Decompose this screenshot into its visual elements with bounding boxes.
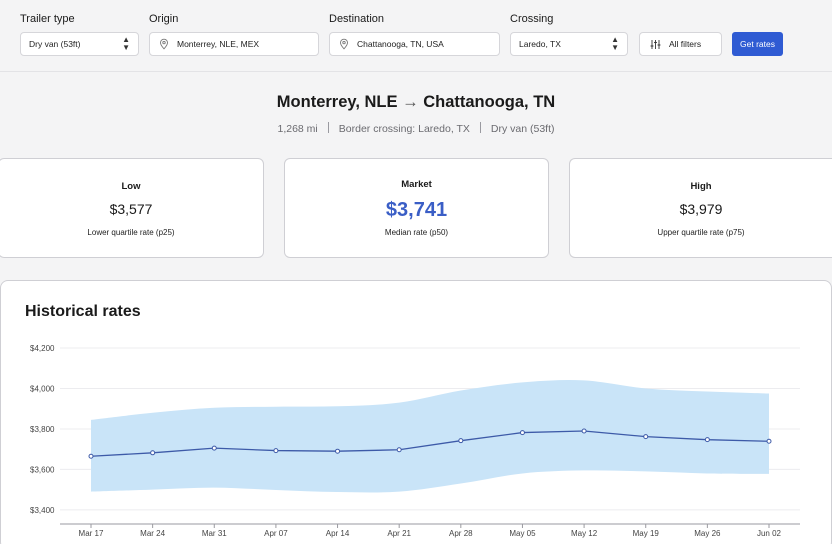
market-rate-value: $3,741 [385,199,448,221]
median-rate-point [335,448,341,454]
destination-value: Chattanooga, TN, USA [357,39,444,49]
y-tick-label: $4,000 [30,384,55,393]
origin-group: Origin [149,13,178,27]
route-trailer: Dry van (53ft) [490,123,555,135]
median-rate-point [643,434,649,440]
median-rate-line [90,430,770,457]
x-tick-label: May 05 [509,529,536,538]
x-tick-label: May 26 [694,529,721,538]
trailer-type-label: Trailer type [20,13,75,25]
crossing-group: Crossing [510,13,553,27]
historical-rates-chart: $4,200 $4,000 $3,800 $3,600 $3,400 Mar 17 Mar … [30,344,800,538]
route-meta: 1,268 mi Border crossing: Laredo, TX Dry v… [0,122,832,135]
interquartile-band [91,380,769,493]
low-rate-value: $3,577 [109,201,153,217]
x-tick-label: Mar 17 [79,529,104,538]
y-tick-label: $3,800 [30,425,55,434]
origin-value: Monterrey, NLE, MEX [177,39,260,49]
meta-divider [327,122,329,133]
high-rate-caption: Upper quartile rate (p75) [657,228,745,237]
median-rate-point [519,430,525,436]
median-rate-point [396,447,402,453]
trailer-type-value: Dry van (53ft) [29,39,81,49]
low-rate-title: Low [121,181,141,192]
crossing-value: Laredo, TX [519,39,561,49]
filter-bar: Trailer type Dry van (53ft) ▲ ▼ Origin Mo… [0,0,832,72]
destination-group: Destination [329,13,384,27]
all-filters-button[interactable]: All filters [639,32,722,56]
median-rate-point [766,438,772,444]
x-tick-label: Mar 24 [140,529,165,538]
destination-input[interactable]: Chattanooga, TN, USA [329,32,500,56]
crossing-select[interactable]: Laredo, TX ▲ ▼ [510,32,628,56]
market-rate-caption: Median rate (p50) [384,228,449,237]
x-tick-label: Apr 07 [264,529,288,538]
median-rate-point [704,437,710,443]
chevron-updown-icon: ▲ ▼ [611,35,619,52]
median-rate-point [581,428,587,434]
median-rate-point [88,453,94,459]
high-rate-title: High [690,181,712,192]
sliders-icon [650,39,661,49]
destination-label: Destination [329,13,385,25]
chevron-updown-icon: ▲ ▼ [122,35,130,52]
location-pin-icon [340,38,348,50]
route-origin: Monterrey, NLE [276,93,398,111]
low-rate-card: Low $3,577 Lower quartile rate (p25) [0,158,264,258]
x-tick-label: Apr 21 [387,529,411,538]
origin-input[interactable]: Monterrey, NLE, MEX [149,32,319,56]
x-tick-label: Jun 02 [757,529,782,538]
route-title: Monterrey, NLE → Chattanooga, TN [0,93,832,112]
get-rates-button[interactable]: Get rates [732,32,783,56]
low-rate-caption: Lower quartile rate (p25) [87,228,175,237]
crossing-label: Crossing [510,13,554,25]
high-rate-card: High $3,979 Upper quartile rate (p75) [569,158,832,258]
meta-divider [479,122,481,133]
trailer-type-group: Trailer type [20,13,75,27]
historical-rates-title: Historical rates [25,303,141,320]
route-border: Border crossing: Laredo, TX [338,123,470,135]
route-distance: 1,268 mi [277,123,318,135]
route-destination: Chattanooga, TN [423,93,556,111]
median-rate-point [150,450,156,456]
location-pin-icon [160,38,168,50]
x-tick-label: Apr 14 [326,529,350,538]
median-rate-point [458,438,464,444]
route-arrow-icon: → [402,93,419,111]
x-tick-label: Apr 28 [449,529,473,538]
high-rate-value: $3,979 [679,201,723,217]
market-rate-title: Market [401,179,432,190]
median-rate-point [273,448,279,454]
y-tick-label: $3,400 [30,506,55,515]
y-tick-label: $4,200 [30,344,55,353]
all-filters-label: All filters [669,39,702,49]
origin-label: Origin [149,13,179,25]
market-rate-card: Market $3,741 Median rate (p50) [284,158,549,258]
trailer-type-select[interactable]: Dry van (53ft) ▲ ▼ [20,32,139,56]
x-tick-label: May 12 [571,529,598,538]
x-tick-label: Mar 31 [202,529,227,538]
y-tick-label: $3,600 [30,465,55,474]
median-rate-point [211,445,217,451]
x-tick-label: May 19 [633,529,660,538]
